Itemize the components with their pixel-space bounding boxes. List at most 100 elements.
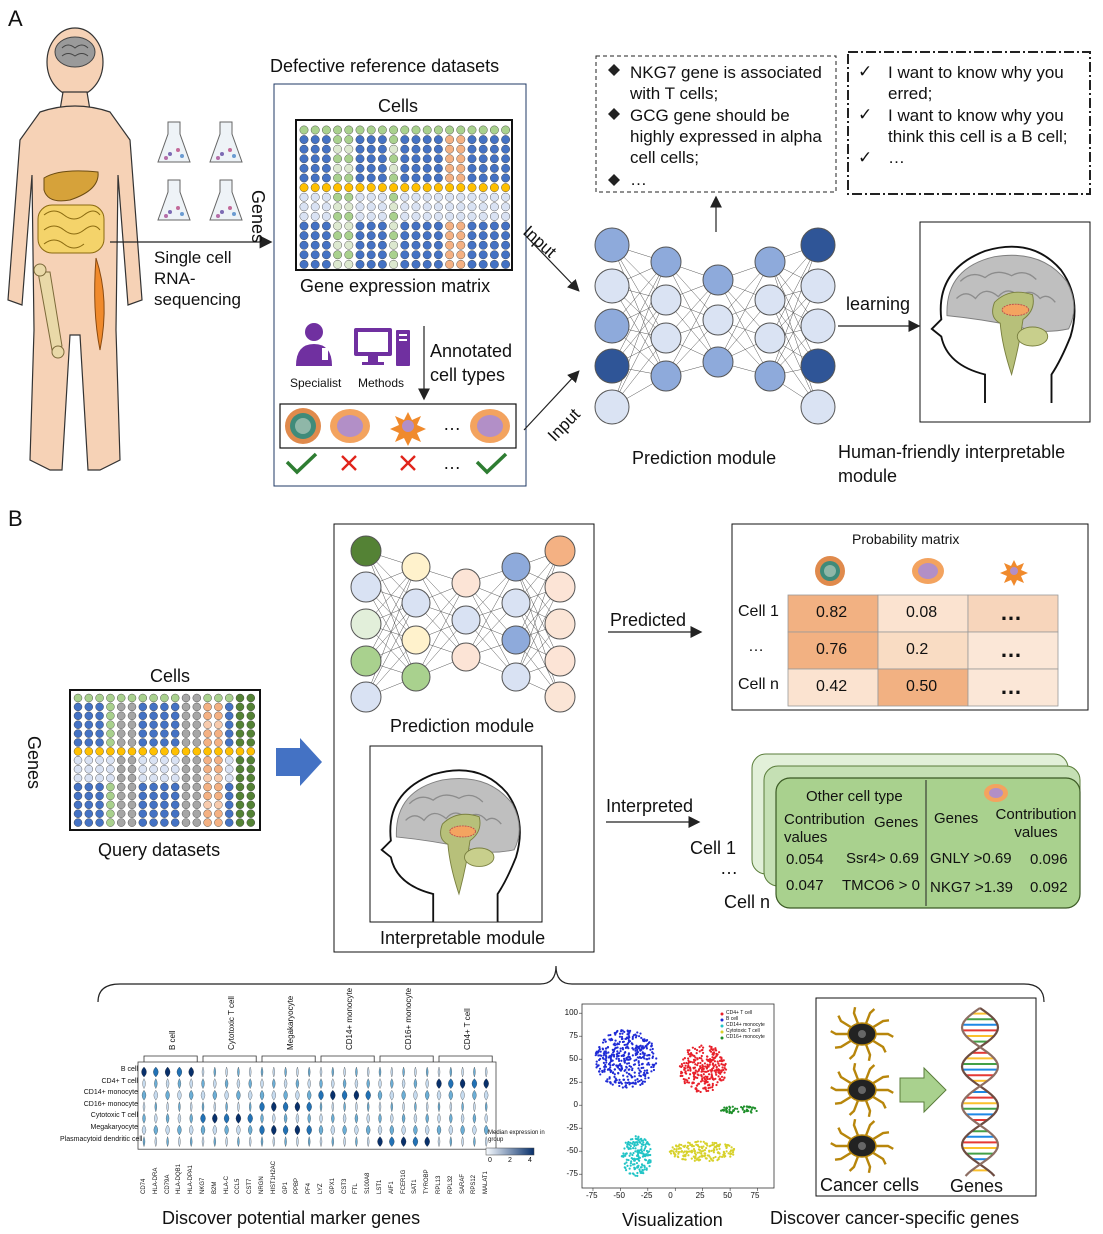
tsne-point [686,1144,690,1148]
tsne-point [694,1087,697,1090]
matrix-dot [138,756,148,765]
matrix-dot [411,192,421,202]
matrix-dot [106,809,115,818]
violin-gene-label: RPL32 [447,1175,454,1194]
matrix-dot [433,231,443,241]
violin-mark [166,1101,169,1113]
tsne-point [701,1059,704,1062]
tsne-point [700,1150,703,1153]
violin-mark [401,1124,406,1136]
matrix-dot [467,192,477,202]
violin-mark [201,1066,205,1078]
tsne-point [618,1032,622,1035]
tsne-point [638,1156,642,1159]
tsne-point [721,1063,725,1066]
matrix-dot [366,221,376,231]
tsne-point [630,1160,633,1163]
matrix-dot [160,809,169,818]
violin-mark [390,1113,394,1124]
tsne-point [631,1153,634,1157]
tsne-point [616,1065,619,1068]
violin-mark [483,1078,489,1089]
violin-mark [330,1089,336,1101]
violin-mark [165,1078,170,1089]
matrix-dot [389,250,398,260]
tsne-caption: Visualization [622,1210,723,1230]
violin-mark [378,1101,382,1113]
violin-mark [413,1089,418,1101]
matrix-dot [333,154,342,164]
matrix-dot [467,125,477,135]
matrix-dot [389,259,398,269]
tsne-point [711,1067,714,1071]
tsne-point [690,1150,693,1153]
matrix-dot [433,135,443,145]
violin-mark [283,1113,288,1124]
tsne-point [652,1052,655,1055]
tsne-point [620,1155,623,1158]
tsne-point [694,1056,697,1059]
tsne-point [638,1074,641,1077]
tsne-point [617,1057,620,1061]
matrix-dot [95,782,104,792]
matrix-dot [355,125,365,135]
matrix-dot [214,782,223,792]
matrix-dot [170,729,180,738]
tsne-point [637,1046,640,1050]
violin-mark [189,1113,193,1124]
violin-mark [294,1124,301,1136]
matrix-dot [366,211,376,221]
tsne-y-tick: 0 [573,1100,578,1110]
tsne-point [720,1057,723,1061]
matrix-dot [170,747,180,756]
matrix-dot [445,125,454,135]
probability-value: 0.76 [816,641,848,658]
cells-ellipsis: … [443,414,461,434]
cancer-cells-label: Cancer cells [820,1175,920,1195]
tsne-point [706,1154,709,1157]
tsne-point [628,1064,631,1068]
tsne-point [642,1153,645,1156]
matrix-dot [344,183,354,193]
matrix-dot [127,711,137,720]
matrix-dot [246,747,256,756]
violin-mark [331,1066,334,1078]
matrix-dot [192,791,202,801]
tsne-point [622,1078,626,1081]
tsne-point [639,1171,643,1174]
matrix-dot [366,259,376,269]
matrix-dot [106,747,115,756]
violin-mark [343,1136,346,1148]
tsne-point [706,1058,710,1061]
tsne-point [688,1066,691,1069]
matrix-dot [501,202,510,212]
violin-mark [448,1089,453,1101]
matrix-dot [95,711,104,720]
tsne-point [620,1035,624,1039]
knowledge-item-2: GCG gene should be highly expressed in a… [630,106,822,167]
matrix-dot [170,809,180,818]
tsne-point [721,1059,724,1062]
tsne-point [628,1083,631,1086]
violin-mark [237,1136,240,1148]
matrix-dot [95,818,104,827]
matrix-caption-a: Gene expression matrix [300,276,491,296]
matrix-dot [299,192,309,202]
tsne-point [715,1073,718,1076]
tsne-point [681,1158,684,1161]
tsne-point [609,1039,612,1042]
matrix-dot [246,729,256,738]
matrix-dot [501,154,510,164]
tsne-point [690,1143,694,1146]
violin-mark [237,1066,240,1078]
marks-ellipsis: … [443,453,461,473]
matrix-dot [366,163,376,173]
tsne-point [623,1069,626,1073]
tsne-point [748,1105,751,1108]
violin-mark [306,1124,312,1136]
violin-mark [425,1124,430,1136]
tsne-point [713,1069,716,1072]
network-node [650,246,682,278]
tsne-point [628,1068,631,1071]
tsne-point [604,1063,607,1066]
